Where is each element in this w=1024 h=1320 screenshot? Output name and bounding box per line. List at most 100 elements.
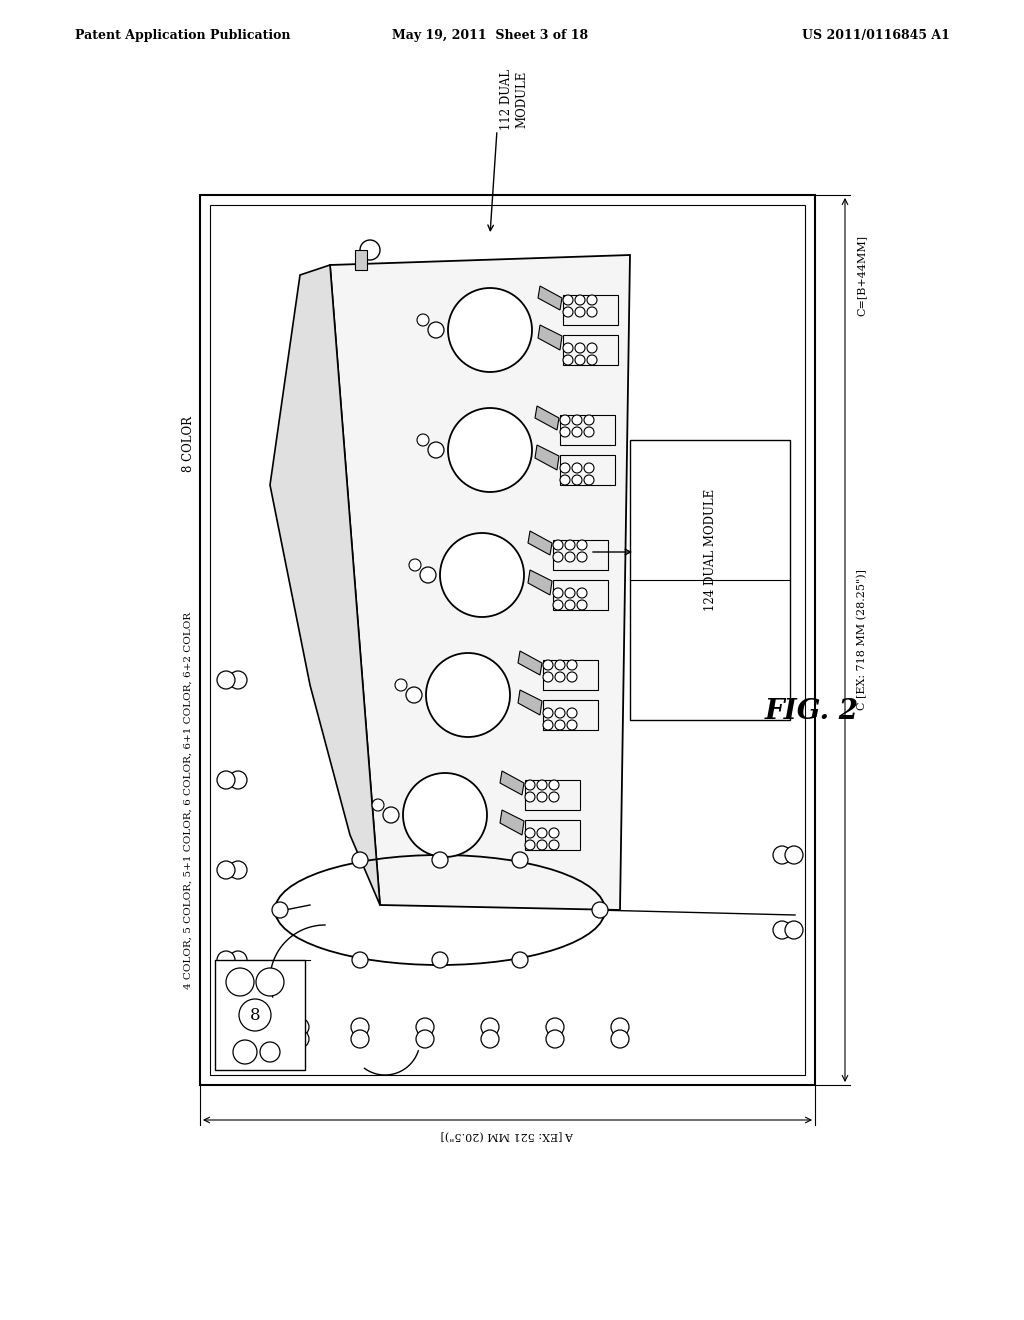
Polygon shape bbox=[330, 255, 630, 909]
Circle shape bbox=[432, 851, 449, 869]
Circle shape bbox=[572, 426, 582, 437]
Polygon shape bbox=[518, 690, 542, 715]
Circle shape bbox=[449, 288, 532, 372]
Circle shape bbox=[417, 314, 429, 326]
Polygon shape bbox=[270, 265, 380, 906]
Circle shape bbox=[543, 719, 553, 730]
Circle shape bbox=[587, 294, 597, 305]
Bar bbox=[525, 780, 580, 810]
Text: May 19, 2011  Sheet 3 of 18: May 19, 2011 Sheet 3 of 18 bbox=[392, 29, 588, 41]
Circle shape bbox=[587, 355, 597, 366]
Circle shape bbox=[567, 672, 577, 682]
Polygon shape bbox=[500, 810, 524, 836]
Text: A [EX: 521 MM (20.5")]: A [EX: 521 MM (20.5")] bbox=[440, 1130, 574, 1140]
Circle shape bbox=[416, 1018, 434, 1036]
Circle shape bbox=[409, 558, 421, 572]
Circle shape bbox=[546, 1030, 564, 1048]
Circle shape bbox=[565, 587, 575, 598]
Circle shape bbox=[549, 780, 559, 789]
Circle shape bbox=[572, 414, 582, 425]
Circle shape bbox=[577, 552, 587, 562]
Polygon shape bbox=[500, 771, 524, 795]
Circle shape bbox=[395, 678, 407, 690]
Circle shape bbox=[555, 708, 565, 718]
Circle shape bbox=[565, 552, 575, 562]
Circle shape bbox=[449, 408, 532, 492]
Circle shape bbox=[291, 1030, 309, 1048]
Circle shape bbox=[553, 552, 563, 562]
Circle shape bbox=[565, 601, 575, 610]
Text: 112 DUAL
MODULE: 112 DUAL MODULE bbox=[500, 69, 528, 129]
Polygon shape bbox=[535, 445, 559, 470]
Circle shape bbox=[584, 475, 594, 484]
Bar bbox=[563, 294, 618, 325]
Text: C=[B+44MM]: C=[B+44MM] bbox=[857, 235, 867, 315]
Circle shape bbox=[272, 902, 288, 917]
Circle shape bbox=[512, 851, 528, 869]
Circle shape bbox=[352, 952, 368, 968]
Bar bbox=[553, 579, 608, 610]
Circle shape bbox=[372, 799, 384, 810]
Circle shape bbox=[217, 771, 234, 789]
Circle shape bbox=[525, 792, 535, 803]
Circle shape bbox=[584, 414, 594, 425]
Bar bbox=[355, 249, 367, 271]
Circle shape bbox=[525, 780, 535, 789]
Circle shape bbox=[543, 708, 553, 718]
Polygon shape bbox=[528, 531, 552, 554]
Circle shape bbox=[553, 601, 563, 610]
Circle shape bbox=[575, 294, 585, 305]
Bar bbox=[560, 414, 615, 445]
Circle shape bbox=[233, 1040, 257, 1064]
Circle shape bbox=[555, 672, 565, 682]
Text: FIG. 2: FIG. 2 bbox=[765, 698, 859, 725]
Circle shape bbox=[351, 1030, 369, 1048]
Circle shape bbox=[563, 294, 573, 305]
Circle shape bbox=[512, 952, 528, 968]
Circle shape bbox=[351, 1018, 369, 1036]
Bar bbox=[553, 540, 608, 570]
Circle shape bbox=[577, 587, 587, 598]
Circle shape bbox=[587, 343, 597, 352]
Circle shape bbox=[560, 414, 570, 425]
Circle shape bbox=[428, 322, 444, 338]
Circle shape bbox=[420, 568, 436, 583]
Circle shape bbox=[546, 1018, 564, 1036]
Circle shape bbox=[525, 840, 535, 850]
Bar bbox=[563, 335, 618, 366]
Circle shape bbox=[567, 660, 577, 671]
Bar bbox=[560, 455, 615, 484]
Circle shape bbox=[417, 434, 429, 446]
Circle shape bbox=[785, 846, 803, 865]
Bar bbox=[200, 195, 815, 1085]
Circle shape bbox=[231, 1018, 249, 1036]
Circle shape bbox=[428, 442, 444, 458]
Circle shape bbox=[587, 308, 597, 317]
Circle shape bbox=[217, 861, 234, 879]
Circle shape bbox=[440, 533, 524, 616]
Circle shape bbox=[575, 343, 585, 352]
Circle shape bbox=[549, 840, 559, 850]
Circle shape bbox=[481, 1018, 499, 1036]
Text: 8: 8 bbox=[250, 1006, 260, 1023]
Circle shape bbox=[785, 921, 803, 939]
Circle shape bbox=[563, 308, 573, 317]
Circle shape bbox=[291, 1018, 309, 1036]
Circle shape bbox=[565, 540, 575, 550]
Circle shape bbox=[575, 308, 585, 317]
Circle shape bbox=[416, 1030, 434, 1048]
Circle shape bbox=[555, 719, 565, 730]
Circle shape bbox=[231, 1030, 249, 1048]
Circle shape bbox=[611, 1030, 629, 1048]
Circle shape bbox=[256, 968, 284, 997]
Circle shape bbox=[217, 671, 234, 689]
Circle shape bbox=[567, 708, 577, 718]
Bar bbox=[543, 660, 598, 690]
Circle shape bbox=[560, 475, 570, 484]
Circle shape bbox=[239, 999, 271, 1031]
Circle shape bbox=[553, 587, 563, 598]
Polygon shape bbox=[535, 407, 559, 430]
Circle shape bbox=[611, 1018, 629, 1036]
Circle shape bbox=[406, 686, 422, 704]
Circle shape bbox=[352, 851, 368, 869]
